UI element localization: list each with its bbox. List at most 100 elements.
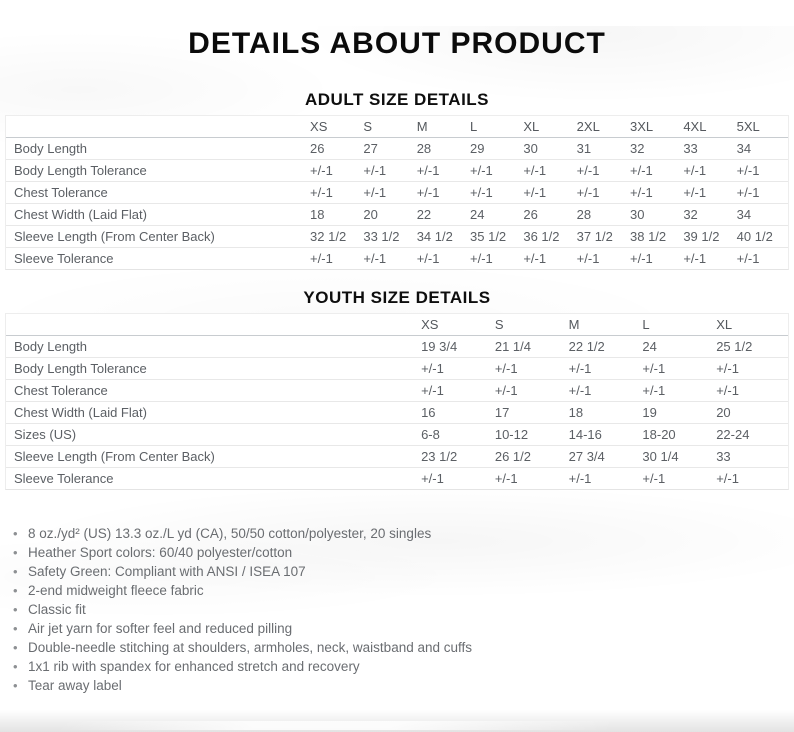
size-value: 33 [681,137,735,160]
size-column-header: 4XL [681,116,735,138]
size-value: +/-1 [419,379,493,402]
size-value: +/-1 [574,159,628,182]
size-value: 24 [468,203,522,226]
size-column-header: XS [419,314,493,336]
table-row: Sleeve Tolerance +/-1 +/-1 +/-1 +/-1 +/-1 +/-1… [6,248,788,270]
size-value: +/-1 [308,181,362,204]
row-label: Sleeve Length (From Center Back) [6,445,420,468]
adult-size-table: XS S M L XL 2XL 3XL 4XL 5XL Body Length 26 27 28 29 3… [6,116,788,269]
size-value: 20 [714,401,788,424]
size-value: 38 1/2 [628,225,682,248]
size-column-header: S [492,314,567,336]
youth-size-table-card: XS S M L XL Body Length 19 3/4 21 1/4 22 1/2 24 2… [5,313,789,490]
size-value: 39 1/2 [681,225,735,248]
size-value: 19 3/4 [419,335,493,358]
size-value: +/-1 [468,181,522,204]
feature-item: Heather Sport colors: 60/40 polyester/co… [13,543,794,562]
size-value: 28 [574,203,628,226]
size-value: +/-1 [566,379,641,402]
table-row: Sleeve Length (From Center Back) 32 1/2 33… [6,225,788,248]
table-row: Chest Width (Laid Flat) 16 17 18 19 20 [6,401,788,424]
size-value: +/-1 [494,471,518,486]
size-column-header: XL [521,116,575,138]
size-value: 24 [640,335,715,358]
size-value: +/-1 [714,357,788,380]
youth-size-table: XS S M L XL Body Length 19 3/4 21 1/4 22 1/2 24 2… [6,314,788,489]
feature-item: Tear away label [13,676,794,695]
size-value: 29 [468,137,522,160]
table-row: Chest Tolerance +/-1 +/-1 +/-1 +/-1 +/-1 [6,379,788,402]
size-value: +/-1 [416,251,440,266]
size-value: 30 1/4 [640,445,715,468]
size-value: +/-1 [521,159,575,182]
size-value: +/-1 [628,159,682,182]
feature-item: Double-needle stitching at shoulders, ar… [13,638,794,657]
features-list: 8 oz./yd² (US) 13.3 oz./L yd (CA), 50/50… [13,524,794,695]
table-row: Chest Width (Laid Flat) 18 20 22 24 26 28 30 32 3… [6,203,788,226]
size-value: +/-1 [492,379,567,402]
page-title: DETAILS ABOUT PRODUCT [188,27,606,60]
size-column-header: 2XL [574,116,628,138]
size-value: 26 [308,137,362,160]
table-row: Sizes (US) 6-8 10-12 14-16 18-20 22-24 [6,423,788,446]
size-value: +/-1 [630,251,653,266]
size-value: +/-1 [681,159,735,182]
size-value: +/-1 [568,471,592,486]
size-column-header: M [566,314,641,336]
size-value: 34 [734,203,788,226]
row-label: Sleeve Tolerance [14,251,114,266]
size-value: 25 1/2 [714,335,788,358]
row-label: Chest Width (Laid Flat) [6,203,309,226]
row-label: Body Length [6,335,420,358]
size-value: +/-1 [521,181,575,204]
corner-cell [6,116,309,138]
size-value: 40 1/2 [734,225,788,248]
size-value: 20 [361,203,415,226]
size-value: +/-1 [576,251,600,266]
feature-item: 1x1 rib with spandex for enhanced stretc… [13,657,794,676]
size-value: 31 [574,137,628,160]
size-value: +/-1 [310,251,333,266]
row-label: Chest Tolerance [6,181,309,204]
table-row: Sleeve Length (From Center Back) 23 1/2 26… [6,445,788,468]
size-value: 32 1/2 [308,225,362,248]
header-row: XS S M L XL [6,314,788,336]
size-value: 34 1/2 [414,225,469,248]
youth-size-heading: YOUTH SIZE DETAILS [303,288,491,307]
adult-size-table-card: XS S M L XL 2XL 3XL 4XL 5XL Body Length 26 27 28 29 3… [5,115,789,270]
size-value: +/-1 [414,181,469,204]
size-value: +/-1 [628,181,682,204]
size-value: +/-1 [640,379,715,402]
size-value: 27 [361,137,415,160]
row-label: Body Length [6,137,309,160]
size-value: 33 1/2 [361,225,415,248]
size-value: +/-1 [642,471,666,486]
table-row: Chest Tolerance +/-1 +/-1 +/-1 +/-1 +/-1 +/-1 +… [6,181,788,204]
size-value: 22 1/2 [566,335,641,358]
size-value: +/-1 [421,471,444,486]
size-value: 32 [681,203,735,226]
size-value: +/-1 [574,181,628,204]
size-value: 35 1/2 [468,225,522,248]
product-details-page: DETAILS ABOUT PRODUCT ADULT SIZE DETAILS… [0,26,794,695]
size-column-header: 3XL [628,116,682,138]
size-value: +/-1 [419,357,493,380]
size-value: 21 1/4 [492,335,567,358]
size-value: +/-1 [683,251,707,266]
size-value: +/-1 [470,251,493,266]
feature-item: 2-end midweight fleece fabric [13,581,794,600]
table-row: Body Length 19 3/4 21 1/4 22 1/2 24 25 1/2 [6,335,788,358]
size-value: 19 [640,401,715,424]
size-value: 18 [566,401,641,424]
background-wave [0,710,794,732]
size-column-header: XL [714,314,788,336]
size-value: +/-1 [361,159,415,182]
size-value: 36 1/2 [521,225,575,248]
header-row: XS S M L XL 2XL 3XL 4XL 5XL [6,116,788,138]
size-value: +/-1 [640,357,715,380]
size-value: 30 [628,203,682,226]
size-value: +/-1 [714,379,788,402]
size-value: 28 [414,137,469,160]
size-value: +/-1 [736,251,760,266]
size-value: 27 3/4 [566,445,641,468]
